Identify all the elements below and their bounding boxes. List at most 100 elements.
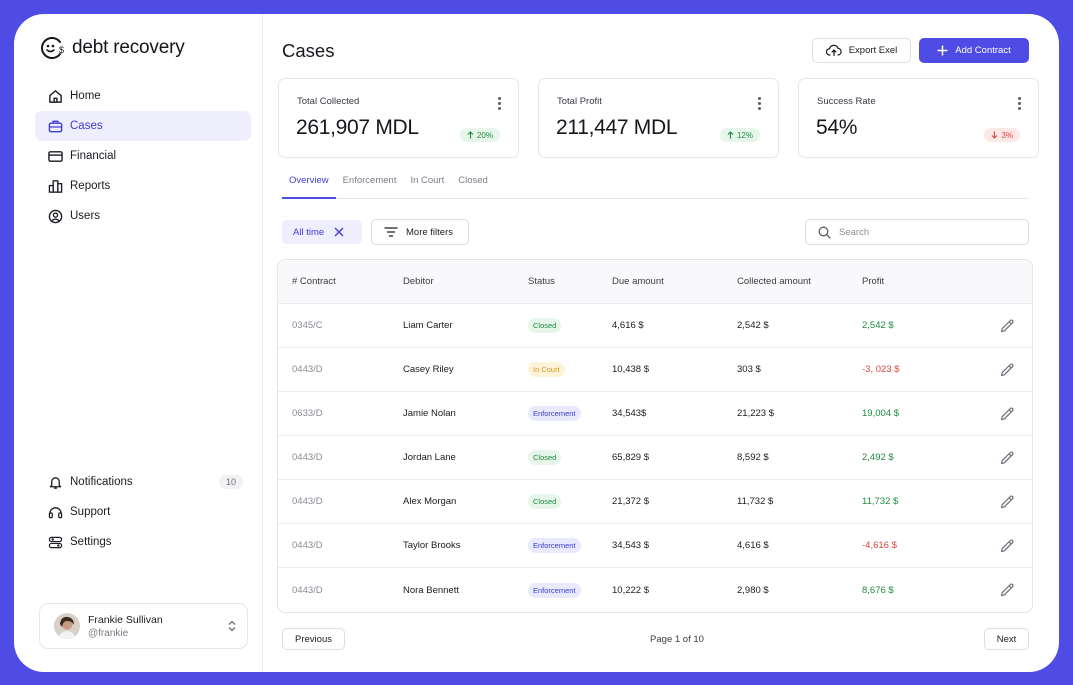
logo[interactable]: $ debt recovery (40, 36, 185, 60)
due-amount-cell: 4,616 $ (612, 320, 644, 331)
arrow-up-icon (467, 131, 474, 139)
profit-cell: -4,616 $ (862, 540, 897, 551)
due-amount-cell: 34,543 $ (612, 540, 649, 551)
due-amount-cell: 65,829 $ (612, 452, 649, 463)
due-amount-cell: 34,543$ (612, 408, 647, 419)
col-debitor[interactable]: Debitor (403, 276, 434, 287)
debtor-cell: Jamie Nolan (403, 408, 456, 419)
arrow-down-icon (992, 131, 998, 139)
smiley-logo-icon: $ (41, 37, 64, 59)
table-row[interactable]: 0443/D Alex Morgan Closed 21,372 $ 11,732 $ 1… (278, 480, 1032, 524)
collected-amount-cell: 8,592 $ (737, 452, 769, 463)
status-badge: Enforcement (528, 582, 581, 598)
table-row[interactable]: 0443/D Nora Bennett Enforcement 10,222 $ 2,9… (278, 568, 1032, 612)
status-badge: Closed (528, 494, 562, 509)
status-badge: Enforcement (528, 538, 581, 553)
debtor-cell: Jordan Lane (403, 452, 456, 463)
debtor-cell: Alex Morgan (403, 496, 457, 507)
sidebar-item-settings[interactable]: Settings (35, 527, 251, 557)
more-filters-button[interactable]: More filters (371, 219, 469, 245)
edit-pencil-icon[interactable] (999, 538, 1015, 554)
sidebar: $ debt recovery Home Cases Fin (14, 14, 263, 672)
user-circle-icon (47, 208, 64, 225)
bar-chart-icon (47, 178, 64, 195)
search-input[interactable]: Search (805, 219, 1029, 245)
profit-cell: -3, 023 $ (862, 364, 900, 375)
sidebar-item-home[interactable]: Home (35, 81, 251, 111)
collected-amount-cell: 2,542 $ (737, 320, 769, 331)
table-row[interactable]: 0633/D Jamie Nolan Enforcement 34,543$ 21,22… (278, 392, 1032, 436)
contract-cell: 0443/D (292, 540, 323, 551)
more-vertical-icon[interactable] (758, 97, 761, 112)
time-filter-chip[interactable]: All time (282, 220, 362, 244)
edit-pencil-icon[interactable] (999, 582, 1015, 598)
app-window: $ debt recovery Home Cases Fin (14, 14, 1059, 672)
close-icon[interactable] (334, 227, 344, 237)
col-contract[interactable]: # Contract (292, 276, 336, 287)
col-collected-amount[interactable]: Collected amount (737, 276, 811, 287)
main-content: Cases Export Exel Add Contract Total Col… (277, 14, 1039, 672)
page-title: Cases (282, 40, 335, 61)
profit-cell: 2,542 $ (862, 320, 894, 331)
sidebar-item-cases[interactable]: Cases (35, 111, 251, 141)
table-row[interactable]: 0345/C Liam Carter Closed 4,616 $ 2,542 $ 2,5… (278, 304, 1032, 348)
support-icon (47, 504, 64, 521)
table-row[interactable]: 0443/D Taylor Brooks Enforcement 34,543 $ 4,… (278, 524, 1032, 568)
next-page-button[interactable]: Next (984, 628, 1029, 650)
search-icon (818, 226, 831, 239)
svg-text:$: $ (59, 45, 64, 55)
user-profile-card[interactable]: Frankie Sullivan @frankie (39, 603, 248, 649)
collected-amount-cell: 303 $ (737, 364, 761, 375)
more-vertical-icon[interactable] (498, 97, 501, 112)
edit-pencil-icon[interactable] (999, 406, 1015, 422)
more-filters-label: More filters (406, 226, 453, 238)
toggles-icon (47, 534, 64, 551)
edit-pencil-icon[interactable] (999, 494, 1015, 510)
chevron-updown-icon[interactable] (227, 620, 237, 632)
table-row[interactable]: 0443/D Casey Riley In Court 10,438 $ 303 $ -3… (278, 348, 1032, 392)
kpi-change-badge: 20% (459, 128, 500, 142)
user-name: Frankie Sullivan (88, 613, 163, 626)
debtor-cell: Nora Bennett (403, 584, 459, 596)
edit-pencil-icon[interactable] (999, 318, 1015, 334)
notification-count-badge: 10 (218, 475, 243, 489)
search-placeholder: Search (839, 226, 870, 238)
contract-cell: 0443/D (292, 496, 323, 507)
sidebar-item-users[interactable]: Users (35, 201, 251, 231)
main-nav: Home Cases Financial Reports (35, 81, 251, 231)
kpi-change-badge: 12% (719, 128, 760, 142)
sidebar-item-reports[interactable]: Reports (35, 171, 251, 201)
kpi-change-badge: 3% (984, 128, 1020, 142)
sidebar-item-financial[interactable]: Financial (35, 141, 251, 171)
table-header: # Contract Debitor Status Due amount Col… (278, 260, 1032, 304)
more-vertical-icon[interactable] (1018, 97, 1021, 112)
previous-page-button[interactable]: Previous (282, 628, 345, 650)
tab-enforcement[interactable]: Enforcement (342, 175, 397, 186)
contract-cell: 0633/D (292, 408, 323, 419)
sidebar-item-label: Notifications (70, 476, 133, 488)
contract-cell: 0443/D (292, 452, 323, 463)
debtor-cell: Liam Carter (403, 320, 453, 331)
arrow-up-icon (727, 131, 734, 139)
edit-pencil-icon[interactable] (999, 362, 1015, 378)
sidebar-item-notifications[interactable]: Notifications 10 (35, 467, 251, 497)
kpi-change-value: 3% (1001, 130, 1013, 140)
kpi-title: Total Collected (297, 96, 360, 107)
col-status[interactable]: Status (528, 276, 555, 287)
contract-cell: 0443/D (292, 584, 323, 596)
edit-pencil-icon[interactable] (999, 450, 1015, 466)
tab-in-court[interactable]: In Court (410, 175, 445, 186)
home-icon (47, 88, 64, 105)
status-badge: Enforcement (528, 406, 581, 421)
tab-overview[interactable]: Overview (282, 172, 336, 199)
status-badge: Closed (528, 450, 562, 465)
export-excel-button[interactable]: Export Exel (812, 38, 911, 63)
tab-closed[interactable]: Closed (458, 175, 488, 186)
secondary-nav: Notifications 10 Support Settings (35, 467, 251, 557)
col-due-amount[interactable]: Due amount (612, 276, 664, 287)
add-contract-button[interactable]: Add Contract (919, 38, 1029, 63)
sidebar-item-support[interactable]: Support (35, 497, 251, 527)
table-row[interactable]: 0443/D Jordan Lane Closed 65,829 $ 8,592 $ 2,… (278, 436, 1032, 480)
col-profit[interactable]: Profit (862, 276, 885, 287)
profit-cell: 8,676 $ (862, 584, 894, 596)
